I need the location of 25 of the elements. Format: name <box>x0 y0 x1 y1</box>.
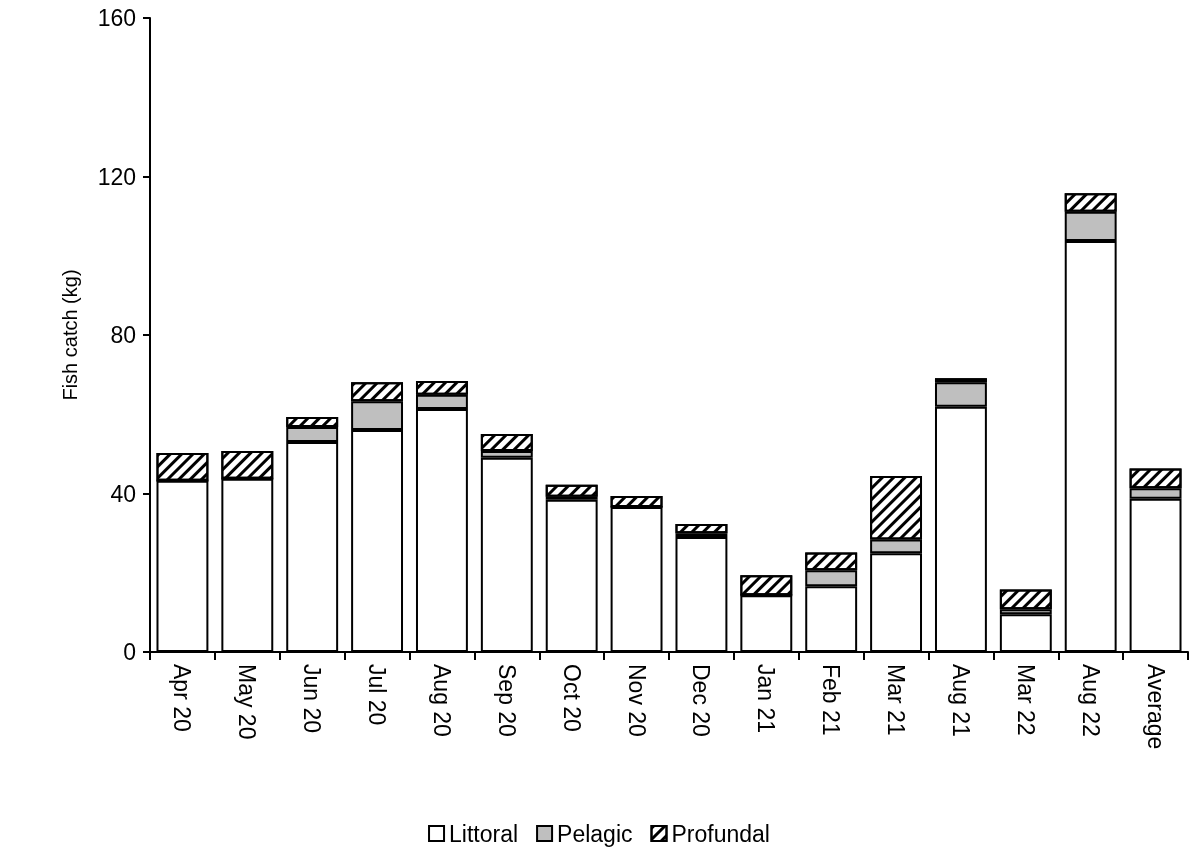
x-tick-label: Average <box>1142 664 1169 750</box>
x-tick-label: Aug 22 <box>1077 664 1104 737</box>
x-tick-label: Jun 20 <box>299 664 326 734</box>
y-tick-label: 80 <box>110 322 136 348</box>
x-tick-label: Jan 21 <box>753 664 780 734</box>
y-tick-label: 40 <box>110 480 136 507</box>
x-tick-label: May 20 <box>234 664 261 740</box>
x-tick-label: Mar 22 <box>1012 664 1039 736</box>
y-axis-title: Fish catch (kg) <box>59 269 81 401</box>
y-tick-label: 120 <box>97 163 136 190</box>
x-tick-label: Mar 21 <box>883 664 910 736</box>
x-tick-label: Nov 20 <box>623 664 650 737</box>
legend-label: Littoral <box>449 820 519 847</box>
legend-label: Pelagic <box>557 820 633 847</box>
legend-label: Profundal <box>671 820 770 847</box>
y-tick-label: 0 <box>123 639 136 665</box>
x-tick-label: Feb 21 <box>818 664 845 736</box>
x-tick-label: Jul 20 <box>364 664 391 726</box>
x-tick-label: Aug 21 <box>947 664 974 737</box>
x-tick-label: Aug 20 <box>428 664 455 737</box>
x-tick-label: Oct 20 <box>558 664 585 732</box>
x-tick-label: Dec 20 <box>688 664 715 737</box>
x-tick-label: Apr 20 <box>169 664 196 732</box>
x-tick-label: Sep 20 <box>493 664 520 737</box>
y-tick-label: 160 <box>97 5 136 31</box>
